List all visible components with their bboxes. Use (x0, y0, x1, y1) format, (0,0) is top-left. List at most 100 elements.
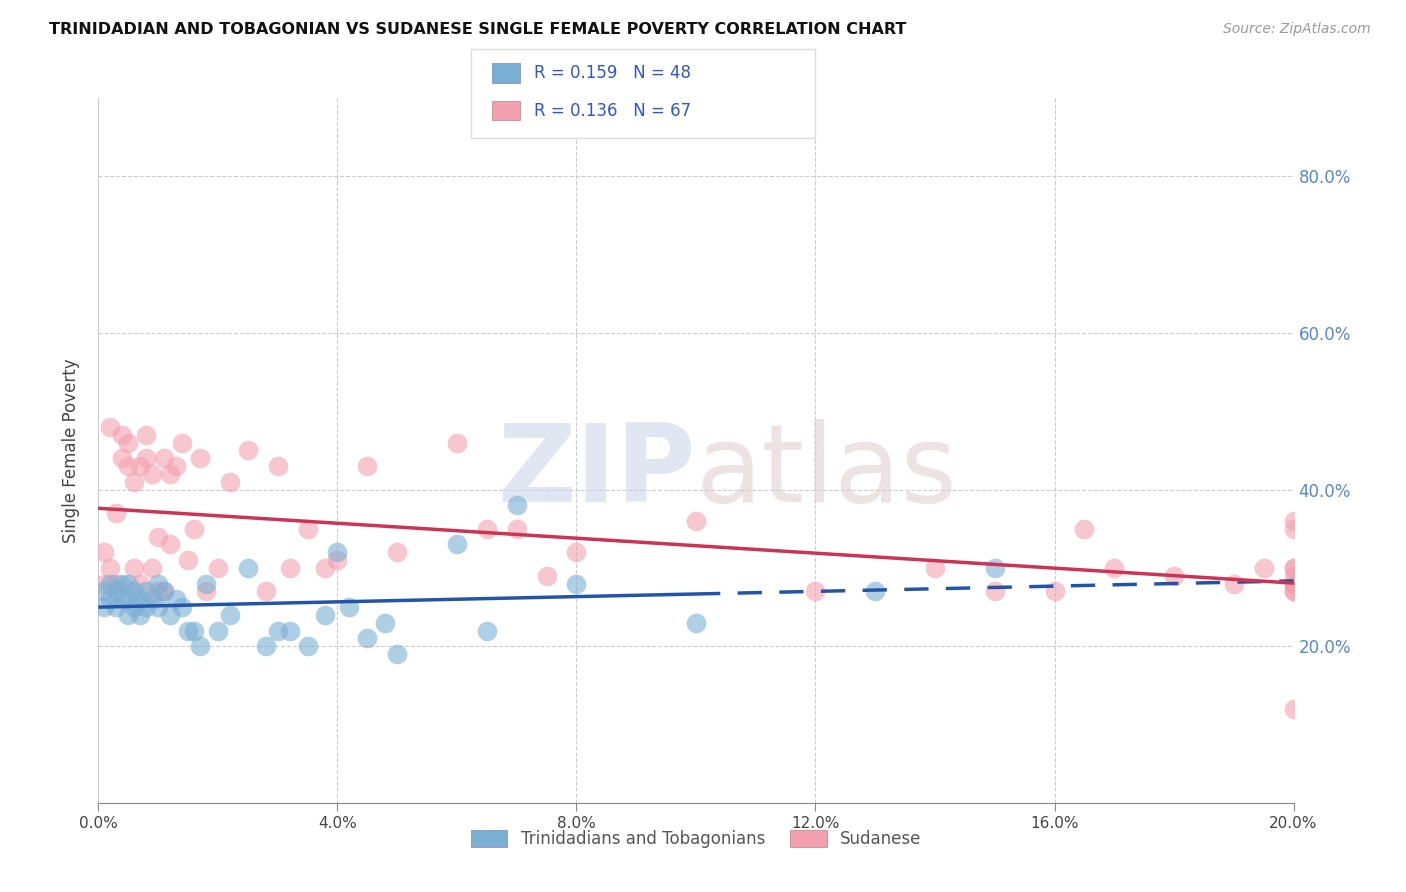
Text: R = 0.136   N = 67: R = 0.136 N = 67 (534, 102, 692, 120)
Point (326, 545, 349, 559)
Point (124, 600, 146, 615)
Point (374, 615, 396, 630)
Point (165, 592, 187, 607)
Point (105, 600, 128, 615)
Point (1282, 561, 1305, 575)
Point (1282, 702, 1305, 716)
Point (236, 443, 259, 458)
Point (124, 561, 146, 575)
Point (98, 592, 122, 607)
Point (446, 435, 468, 450)
Point (129, 459, 152, 474)
Point (195, 584, 218, 599)
Point (446, 537, 468, 551)
Point (195, 576, 218, 591)
Legend: Trinidadians and Tobagonians, Sudanese: Trinidadians and Tobagonians, Sudanese (464, 822, 928, 855)
Point (315, 607, 337, 622)
Point (1282, 584, 1305, 599)
Point (219, 475, 242, 489)
Point (98, 420, 122, 434)
Point (385, 647, 409, 661)
Text: R = 0.159   N = 48: R = 0.159 N = 48 (534, 64, 692, 82)
Point (188, 451, 211, 466)
Point (159, 607, 181, 622)
Point (98, 561, 122, 575)
Point (1253, 561, 1275, 575)
Point (1282, 561, 1305, 575)
Point (105, 584, 128, 599)
Point (267, 459, 290, 474)
Point (111, 576, 134, 591)
Point (924, 561, 946, 575)
Point (117, 435, 139, 450)
Point (148, 530, 170, 544)
Point (153, 584, 176, 599)
Point (207, 624, 229, 638)
Y-axis label: Single Female Poverty: Single Female Poverty (62, 359, 80, 542)
Point (297, 522, 319, 536)
Point (177, 553, 200, 567)
Point (207, 561, 229, 575)
Point (117, 459, 139, 474)
Point (1223, 576, 1246, 591)
Point (129, 592, 152, 607)
Point (124, 584, 146, 599)
Point (124, 475, 146, 489)
Point (565, 576, 588, 591)
Point (315, 561, 337, 575)
Point (506, 522, 529, 536)
Point (148, 600, 170, 615)
Point (1163, 568, 1185, 582)
Point (117, 607, 139, 622)
Point (129, 576, 152, 591)
Point (135, 600, 157, 615)
Point (385, 545, 409, 559)
Point (1282, 576, 1305, 591)
Point (159, 537, 181, 551)
Point (129, 607, 152, 622)
Point (105, 506, 128, 520)
Point (141, 592, 163, 607)
Point (254, 639, 277, 653)
Point (135, 451, 157, 466)
Point (1043, 584, 1066, 599)
Point (356, 632, 378, 646)
Point (111, 427, 134, 442)
Point (188, 639, 211, 653)
Point (1282, 576, 1305, 591)
Point (93, 600, 115, 615)
Point (297, 639, 319, 653)
Point (236, 561, 259, 575)
Point (278, 624, 301, 638)
Point (1282, 584, 1305, 599)
Point (117, 576, 139, 591)
Point (865, 584, 887, 599)
Point (141, 467, 163, 481)
Text: ZIP: ZIP (498, 418, 696, 524)
Point (1073, 522, 1095, 536)
Point (219, 607, 242, 622)
Text: atlas: atlas (696, 418, 957, 524)
Text: Source: ZipAtlas.com: Source: ZipAtlas.com (1223, 22, 1371, 37)
Point (1282, 514, 1305, 528)
Point (984, 561, 1007, 575)
Point (685, 514, 707, 528)
Point (153, 451, 176, 466)
Point (1282, 568, 1305, 582)
Point (278, 561, 301, 575)
Point (135, 427, 157, 442)
Point (536, 568, 558, 582)
Point (475, 522, 498, 536)
Point (117, 592, 139, 607)
Point (153, 584, 176, 599)
Point (1104, 561, 1126, 575)
Point (105, 576, 128, 591)
Point (506, 498, 529, 512)
Point (141, 561, 163, 575)
Point (183, 624, 205, 638)
Point (93, 545, 115, 559)
Point (183, 522, 205, 536)
Point (804, 584, 827, 599)
Point (148, 576, 170, 591)
Point (93, 576, 115, 591)
